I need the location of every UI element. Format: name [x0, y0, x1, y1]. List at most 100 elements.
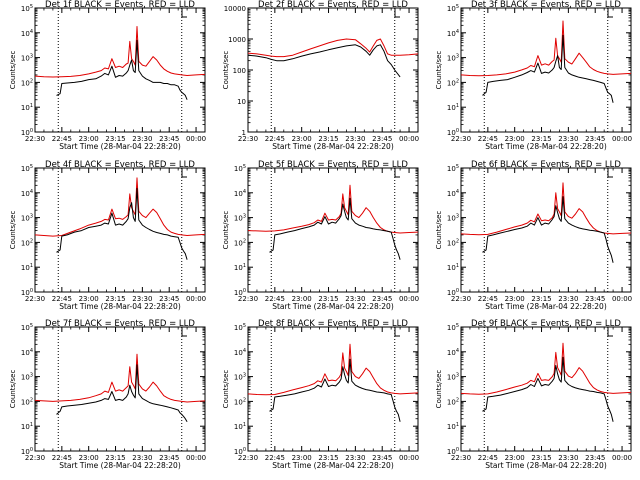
- y-tick-label: 104: [234, 348, 246, 357]
- x-tick-label: 23:00: [292, 295, 312, 303]
- x-tick-label: 23:00: [505, 135, 525, 143]
- panel-det9: Det 9f BLACK = Events, RED = LLD 100 101 10…: [435, 319, 632, 470]
- x-tick-label: 23:45: [159, 295, 179, 303]
- x-tick-label: 23:30: [345, 295, 365, 303]
- x-tick-label: 22:30: [451, 454, 471, 462]
- y-tick-label: 105: [447, 323, 459, 332]
- y-tick-label: 101: [447, 103, 459, 112]
- x-tick-label: 23:30: [132, 295, 152, 303]
- x-tick-label: 22:30: [451, 135, 471, 143]
- x-tick-label: 23:30: [558, 295, 578, 303]
- series-line-events: [269, 197, 401, 260]
- series-line-events: [482, 356, 614, 422]
- x-tick-label: 23:30: [345, 135, 365, 143]
- panel-title: Det 7f BLACK = Events, RED = LLD: [45, 319, 195, 329]
- x-tick-label: 23:45: [585, 295, 605, 303]
- c-bracket-marker: [607, 326, 613, 337]
- y-tick-label: 102: [21, 238, 33, 247]
- series-line-events: [56, 39, 188, 100]
- x-tick-label: 00:00: [399, 135, 419, 143]
- y-tick-label: 104: [21, 189, 33, 198]
- series-line-lld: [461, 20, 631, 77]
- series-line-events: [482, 196, 614, 263]
- y-tick-label: 104: [21, 29, 33, 38]
- y-tick-label: 100: [447, 288, 459, 297]
- panel-title: Det 6f BLACK = Events, RED = LLD: [471, 160, 621, 170]
- y-axis-label: Counts/sec: [222, 370, 230, 409]
- y-tick-label: 102: [447, 397, 459, 406]
- y-tick-label: 101: [21, 422, 33, 431]
- series-line-events: [482, 34, 614, 103]
- x-axis-label: Start Time (28-Mar-04 22:28:20): [485, 142, 607, 151]
- x-tick-label: 23:45: [372, 295, 392, 303]
- x-tick-label: 23:15: [531, 454, 551, 462]
- panel-det1: Det 1f BLACK = Events, RED = LLD 100 101 10…: [9, 0, 206, 151]
- x-tick-label: 23:15: [105, 135, 125, 143]
- y-tick-label: 103: [21, 54, 33, 63]
- x-tick-label: 23:45: [372, 454, 392, 462]
- x-tick-label: 00:00: [186, 135, 206, 143]
- x-tick-label: 22:45: [265, 295, 285, 303]
- x-tick-label: 22:45: [265, 454, 285, 462]
- x-tick-label: 22:45: [265, 135, 285, 143]
- x-tick-label: 22:45: [52, 295, 72, 303]
- x-tick-label: 22:30: [25, 135, 45, 143]
- y-tick-label: 101: [234, 422, 246, 431]
- y-axis-label: Counts/sec: [435, 370, 443, 409]
- y-tick-label: 101: [447, 422, 459, 431]
- x-tick-label: 22:45: [478, 454, 498, 462]
- y-axis-label: Counts/sec: [435, 211, 443, 250]
- plot-frame: [247, 167, 419, 293]
- y-tick-label: 104: [447, 348, 459, 357]
- c-bracket-marker: [181, 326, 187, 337]
- x-tick-label: 00:00: [399, 454, 419, 462]
- y-tick-label: 102: [21, 397, 33, 406]
- y-tick-label: 103: [21, 214, 33, 223]
- y-tick-label: 101: [21, 103, 33, 112]
- panel-title: Det 8f BLACK = Events, RED = LLD: [258, 319, 408, 329]
- x-axis-label: Start Time (28-Mar-04 22:28:20): [59, 461, 181, 470]
- x-tick-label: 23:15: [318, 454, 338, 462]
- y-tick-label: 10000: [224, 5, 246, 13]
- x-tick-label: 22:45: [52, 135, 72, 143]
- y-tick-label: 100: [234, 447, 246, 456]
- x-axis-label: Start Time (28-Mar-04 22:28:20): [485, 302, 607, 311]
- panel-det4: Det 4f BLACK = Events, RED = LLD 100 101 10…: [9, 160, 206, 311]
- series-line-lld: [248, 38, 418, 58]
- panel-det7: Det 7f BLACK = Events, RED = LLD 100 101 10…: [9, 319, 206, 470]
- x-axis-label: Start Time (28-Mar-04 22:28:20): [59, 302, 181, 311]
- x-tick-label: 23:45: [159, 454, 179, 462]
- x-tick-label: 00:00: [186, 454, 206, 462]
- plot-frame: [460, 167, 632, 293]
- panel-det2: Det 2f BLACK = Events, RED = LLD 1 10 100 10…: [222, 0, 419, 151]
- y-tick-label: 103: [234, 373, 246, 382]
- series-line-events: [56, 364, 188, 423]
- series-line-lld: [461, 342, 631, 395]
- x-axis-label: Start Time (28-Mar-04 22:28:20): [272, 302, 394, 311]
- y-tick-label: 105: [21, 4, 33, 13]
- y-tick-label: 105: [234, 164, 246, 173]
- y-tick-label: 100: [234, 288, 246, 297]
- panel-title: Det 2f BLACK = Events, RED = LLD: [258, 0, 408, 10]
- plot-frame: [460, 326, 632, 452]
- y-axis-label: Counts/sec: [222, 51, 230, 90]
- plot-frame: [34, 7, 206, 133]
- x-tick-label: 00:00: [399, 295, 419, 303]
- x-tick-label: 23:15: [318, 295, 338, 303]
- x-tick-label: 23:45: [372, 135, 392, 143]
- x-tick-label: 23:00: [292, 454, 312, 462]
- series-line-lld: [461, 182, 631, 236]
- c-bracket-marker: [607, 7, 613, 18]
- y-tick-label: 105: [234, 323, 246, 332]
- x-tick-label: 23:00: [292, 135, 312, 143]
- x-tick-label: 23:45: [585, 135, 605, 143]
- y-axis-label: Counts/sec: [9, 211, 17, 250]
- x-tick-label: 00:00: [612, 135, 632, 143]
- y-tick-label: 105: [447, 4, 459, 13]
- panel-title: Det 1f BLACK = Events, RED = LLD: [45, 0, 195, 10]
- y-tick-label: 102: [234, 397, 246, 406]
- x-tick-label: 00:00: [186, 295, 206, 303]
- y-tick-label: 100: [21, 128, 33, 137]
- y-tick-label: 100: [233, 67, 246, 75]
